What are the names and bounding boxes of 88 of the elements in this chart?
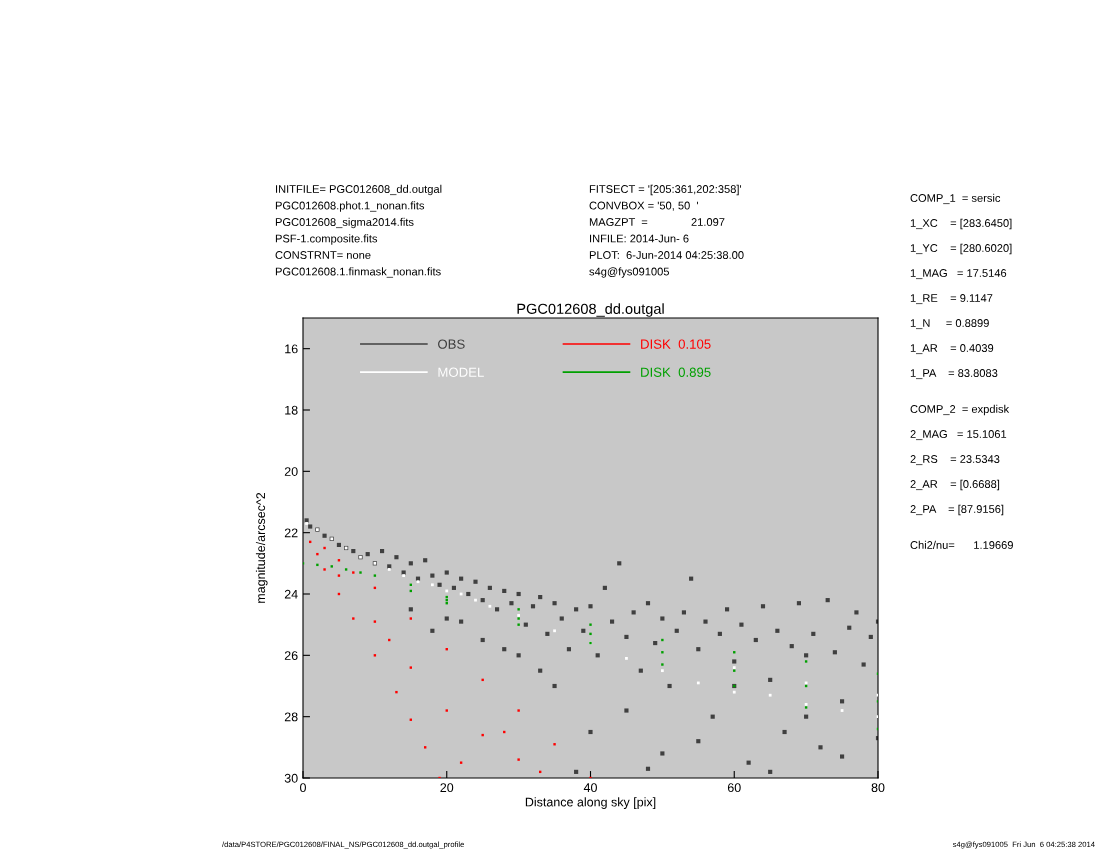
x-tick-label: 20 <box>440 783 454 793</box>
point <box>481 733 484 737</box>
y-tick-label: 18 <box>285 405 298 415</box>
text: 1_AR = 0.4039 <box>910 344 994 355</box>
text: 1_YC = [280.6020] <box>910 243 1012 255</box>
y-tick-label: 26 <box>284 651 298 660</box>
point <box>430 583 434 587</box>
point <box>373 574 377 577</box>
text: 2_RS = 23.5343 <box>910 455 1000 466</box>
text: 1_PA = 83.8083 <box>910 369 998 380</box>
point <box>517 623 520 626</box>
point <box>553 743 556 746</box>
point <box>409 666 413 669</box>
point <box>373 654 377 657</box>
y-axis-title: magnitude/arcsec^2 <box>255 492 268 603</box>
point <box>352 571 355 574</box>
text: PGC012608.1.finmask_nonan.fits <box>275 267 441 278</box>
text: Chi2/nu= 1.19669 <box>910 540 1013 549</box>
text: s4g@fys091005 <box>589 267 669 278</box>
point <box>517 608 520 611</box>
text: DISK 0.895 <box>641 367 711 377</box>
point <box>395 690 398 694</box>
x-tick-label: 80 <box>871 783 885 793</box>
point <box>373 620 377 623</box>
point <box>459 761 463 764</box>
y-tick-label: 22 <box>284 528 298 538</box>
point <box>445 709 448 712</box>
point <box>402 574 406 577</box>
point <box>409 617 413 620</box>
point <box>316 563 319 567</box>
text: PLOT: 6-Jun-2014 04:25:38.00 <box>589 251 744 259</box>
text: 2_MAG = 15.1061 <box>910 430 1007 441</box>
point <box>589 632 592 636</box>
point <box>661 651 664 654</box>
y-tick-label: 16 <box>285 344 298 354</box>
point <box>660 669 664 673</box>
point <box>517 709 520 712</box>
point <box>517 758 520 761</box>
text: FITSECT = '[205:361,202:358]' <box>589 184 742 196</box>
text: 2_PA = [87.9156] <box>910 504 1004 516</box>
point <box>625 657 628 660</box>
point <box>481 678 484 682</box>
text: PGC012608.phot.1_nonan.fits <box>275 201 425 212</box>
y-tick-label: 30 <box>284 773 298 783</box>
text: 1_N = 0.8899 <box>910 319 989 330</box>
text: PSF-1.composite.fits <box>275 234 378 245</box>
x-tick-label: 60 <box>727 783 741 793</box>
point <box>589 623 592 626</box>
text: COMP_2 = expdisk <box>910 404 1010 416</box>
point <box>768 693 772 697</box>
y-tick-label: 24 <box>284 589 298 599</box>
x-axis-title: Distance along sky [pix] <box>525 797 656 809</box>
text: CONVBOX = '50, 50 ' <box>589 201 698 211</box>
text: 1_RE = 9.1147 <box>910 294 993 305</box>
point <box>330 565 333 568</box>
point <box>323 546 326 550</box>
point <box>661 638 664 642</box>
point <box>352 617 355 620</box>
point <box>661 663 664 666</box>
point <box>732 690 736 694</box>
text: CONSTRNT= none <box>275 251 371 259</box>
point <box>323 568 326 571</box>
point <box>423 746 427 749</box>
point <box>474 598 477 602</box>
chart-title: PGC012608_dd.outgal <box>517 303 664 317</box>
point <box>488 604 492 608</box>
point <box>337 574 341 577</box>
y-tick-label: 28 <box>284 712 298 722</box>
text: INITFILE= PGC012608_dd.outgal <box>276 184 442 196</box>
x-tick-label: 0 <box>300 783 306 793</box>
point <box>359 571 362 574</box>
text: 2_AR = [0.6688] <box>910 479 1000 491</box>
text: MAGZPT = 21.097 <box>589 218 725 226</box>
text: PGC012608_sigma2014.fits <box>275 217 414 229</box>
text: INFILE: 2014-Jun- 6 <box>590 234 689 243</box>
x-tick-label: 40 <box>583 783 597 793</box>
point <box>804 660 808 663</box>
text: 1_MAG = 17.5146 <box>910 269 1007 280</box>
point <box>553 629 556 633</box>
text: DISK 0.105 <box>641 339 711 349</box>
point <box>305 522 308 525</box>
text: 1_XC = [283.6450] <box>910 218 1012 230</box>
y-tick-label: 20 <box>284 467 298 476</box>
text: OBS <box>438 339 465 349</box>
point <box>316 552 319 556</box>
point <box>387 568 391 571</box>
text: COMP_1 = sersic <box>910 193 1001 205</box>
point <box>344 568 348 571</box>
